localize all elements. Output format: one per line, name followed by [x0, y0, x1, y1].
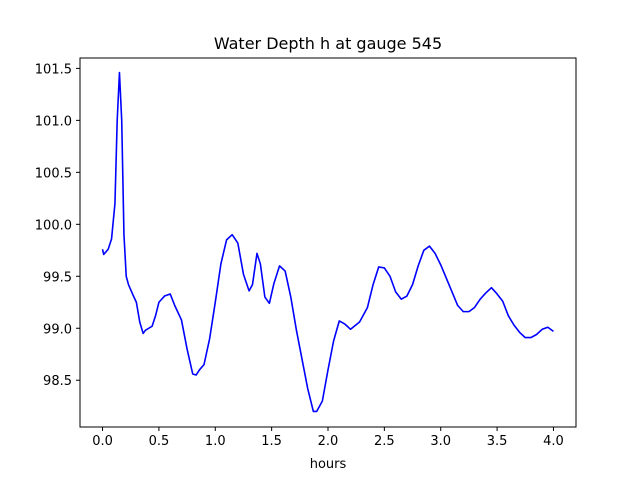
x-axis-label: hours: [310, 457, 347, 472]
chart-title: Water Depth h at gauge 545: [214, 34, 442, 53]
y-tick-label: 100.0: [35, 218, 72, 233]
plot-frame: [79, 57, 577, 428]
y-tick-label: 100.5: [35, 166, 72, 181]
x-tick-label: 0.0: [92, 434, 113, 449]
plot-area: [101, 71, 554, 413]
y-tick-label: 99.0: [43, 322, 72, 337]
x-axis: 0.0 0.5 1.0 1.5 2.0 2.5 3.0 3.5 4.0: [92, 427, 564, 449]
x-tick-label: 4.0: [543, 434, 564, 449]
x-tick-label: 0.5: [149, 434, 170, 449]
x-tick-label: 1.0: [205, 434, 226, 449]
y-tick-label: 99.5: [43, 270, 72, 285]
x-tick-label: 1.5: [261, 434, 282, 449]
x-tick-label: 2.0: [318, 434, 339, 449]
y-tick-label: 101.5: [35, 62, 72, 77]
y-tick-label: 98.5: [43, 374, 72, 389]
y-axis: 98.5 99.0 99.5 100.0 100.5 101.0 101.5: [35, 62, 80, 389]
x-tick-label: 2.5: [374, 434, 395, 449]
series-line-0: [101, 71, 554, 413]
x-tick-label: 3.5: [487, 434, 508, 449]
y-tick-label: 101.0: [35, 114, 72, 129]
x-tick-label: 3.0: [430, 434, 451, 449]
